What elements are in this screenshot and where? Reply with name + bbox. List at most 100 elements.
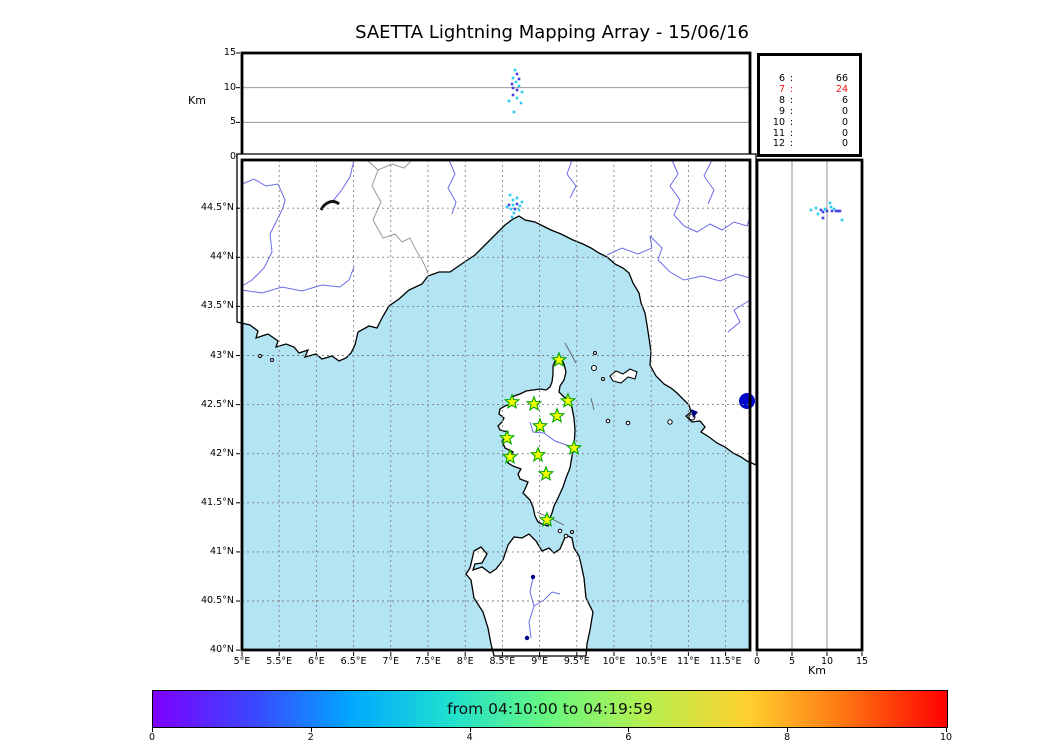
lma-station-marker (529, 446, 547, 463)
map-lon-tick: 8°E (456, 656, 474, 667)
lightning-source-dot (828, 201, 832, 205)
colorbar-tick-label: 2 (307, 732, 314, 743)
lightning-source-dot (507, 203, 511, 207)
map-lat-tick: 42°N (210, 447, 234, 459)
lma-station-marker (537, 465, 555, 482)
lightning-source-dot (511, 86, 515, 90)
right-panel-frame (755, 158, 864, 652)
colorbar-tick-label: 8 (784, 732, 791, 743)
lightning-source-dot (829, 205, 833, 209)
station-count-label: 8 (778, 94, 785, 106)
lightning-source-dot (836, 209, 840, 213)
small-island (593, 351, 597, 355)
right-panel-xtick: 15 (855, 656, 869, 667)
river (566, 159, 577, 199)
river (447, 159, 457, 215)
top-panel-ytick: 10 (223, 81, 236, 93)
lma-station-marker (525, 395, 543, 412)
colorbar-tick-mark (628, 728, 630, 732)
map-lon-tick: 9.5°E (563, 656, 590, 667)
map-plot (236, 153, 757, 657)
top-panel-ytick: 0 (229, 151, 236, 162)
river (683, 216, 751, 233)
river (649, 235, 751, 282)
colorbar-tick-label: 4 (466, 732, 473, 743)
altitude-longitude-plot (236, 51, 752, 159)
map-lon-tick: 7.5°E (415, 656, 441, 667)
lightning-source-dot (513, 68, 517, 72)
station-count-row: 6: 66 (757, 73, 862, 85)
station-count-value: 0 (841, 138, 848, 150)
station-count-label: 10 (772, 116, 785, 128)
lightning-source-dot (517, 208, 521, 212)
lake (530, 574, 536, 580)
station-count-value: 0 (841, 116, 848, 128)
lma-station-marker (565, 439, 583, 456)
lightning-source-dot (505, 205, 509, 209)
lightning-source-dot (515, 72, 519, 76)
colorbar-tick-label: 10 (939, 732, 953, 743)
chart-line-segment (564, 342, 577, 364)
river (703, 159, 715, 205)
right-panel-xlabel: Km (808, 664, 826, 677)
lightning-source-dot (514, 80, 518, 84)
top-panel-ytick: 15 (223, 47, 236, 58)
altitude-latitude-panel (755, 158, 864, 656)
lightning-source-dot (825, 209, 829, 213)
station-count-label: 7 (778, 83, 785, 95)
small-island (557, 528, 563, 534)
small-island (667, 419, 673, 425)
lightning-source-dot (511, 76, 515, 80)
river (606, 235, 653, 256)
colorbar-tick-mark (946, 728, 947, 732)
lightning-source-dot (515, 88, 519, 92)
small-island (605, 418, 611, 424)
map-lon-tick: 10.5°E (635, 656, 668, 667)
top-panel-frame (240, 51, 752, 159)
lightning-source-dot (515, 196, 519, 200)
small-island (258, 354, 262, 358)
separator: : (789, 116, 794, 128)
lightning-source-dot (520, 90, 524, 94)
station-count-row: 9: 0 (757, 105, 862, 118)
lightning-source-dot (821, 210, 825, 214)
lma-station-marker (550, 351, 568, 368)
separator: : (789, 73, 794, 84)
coastal-lagoon (691, 409, 698, 418)
station-count-label: 11 (772, 127, 785, 139)
altitude-longitude-panel (236, 51, 752, 159)
lightning-source-dot (513, 207, 517, 211)
lma-station-marker (501, 448, 519, 465)
colorbar-tick-label: 6 (625, 732, 632, 743)
separator: : (789, 105, 794, 117)
page-title: SAETTA Lightning Mapping Array - 15/06/1… (355, 22, 749, 43)
map-lon-tick: 5°E (233, 656, 251, 667)
station-count-row: 11: 0 (757, 127, 862, 140)
map-lon-tick: 6.5°E (340, 656, 367, 667)
map-frame (240, 158, 752, 652)
river (529, 421, 573, 448)
station-count-row: 7: 24 (757, 83, 862, 96)
lightning-source-dot (816, 212, 820, 216)
map-lat-tick: 44.5°N (200, 202, 234, 214)
lightning-source-dot (809, 208, 813, 212)
separator: : (789, 94, 794, 106)
river (241, 207, 284, 287)
map-lon-tick: 11.5°E (709, 656, 742, 667)
map-lat-tick: 41.5°N (200, 496, 234, 508)
station-count-row: 8: 6 (757, 94, 862, 107)
station-count-value: 66 (835, 73, 848, 84)
lightning-source-dot (511, 93, 515, 97)
small-island (625, 420, 631, 426)
map-lon-tick: 7°E (382, 656, 400, 667)
right-panel-xtick: 0 (753, 656, 761, 667)
map-lat-tick: 43.5°N (200, 300, 234, 312)
station-count-label: 6 (778, 73, 785, 84)
map-lon-tick: 11°E (676, 656, 700, 667)
lightning-source-dot (518, 204, 522, 208)
lightning-source-dot (508, 193, 512, 197)
small-island (563, 533, 569, 539)
time-range-label: from 04:10:00 to 04:19:59 (447, 700, 653, 718)
river (241, 266, 355, 294)
